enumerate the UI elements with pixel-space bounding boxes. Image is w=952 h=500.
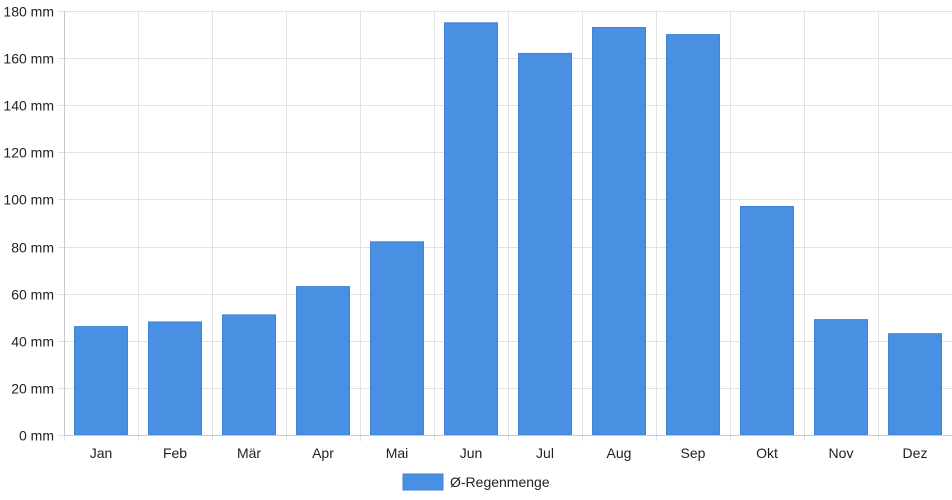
x-tick-label: Apr [312, 445, 334, 461]
bar-jan[interactable] [74, 326, 128, 436]
bar-dez[interactable] [888, 333, 942, 436]
axes [64, 11, 952, 436]
bar-feb[interactable] [148, 321, 202, 436]
bar-nov[interactable] [814, 319, 868, 436]
y-tick-label: 100 mm [3, 192, 54, 208]
legend-label: Ø-Regenmenge [450, 474, 550, 490]
y-tick-label: 140 mm [3, 98, 54, 114]
x-tick-labels: Jan Feb Mär Apr Mai Jun Jul Aug Sep Okt Nov Dez [90, 445, 928, 461]
x-tick-label: Mai [386, 445, 409, 461]
legend[interactable]: Ø-Regenmenge [402, 473, 550, 491]
bar-mär[interactable] [222, 314, 276, 436]
x-tick-label: Mär [237, 445, 261, 461]
bar-apr[interactable] [296, 286, 350, 436]
legend-swatch [402, 473, 444, 491]
x-tick-label: Okt [756, 445, 778, 461]
y-tick-label: 20 mm [11, 381, 54, 397]
x-tick-label: Feb [163, 445, 187, 461]
x-tick-label: Dez [903, 445, 928, 461]
y-tick-labels: 0 mm 20 mm 40 mm 60 mm 80 mm 100 mm 120 mm 140 … [3, 4, 54, 444]
bar-sep[interactable] [666, 34, 720, 436]
bar-jul[interactable] [518, 52, 572, 436]
y-tick-label: 60 mm [11, 287, 54, 303]
x-tick-label: Aug [607, 445, 632, 461]
x-tick-label: Jul [536, 445, 554, 461]
bar-mai[interactable] [370, 241, 424, 436]
bar-jun[interactable] [444, 22, 498, 436]
bar-okt[interactable] [740, 206, 794, 436]
y-tick-label: 80 mm [11, 240, 54, 256]
y-tick-label: 180 mm [3, 4, 54, 20]
bars [74, 22, 942, 436]
bar-aug[interactable] [592, 27, 646, 436]
y-tick-label: 0 mm [19, 428, 54, 444]
y-tick-label: 40 mm [11, 334, 54, 350]
x-tick-label: Jun [460, 445, 483, 461]
x-tick-label: Sep [681, 445, 706, 461]
y-tick-label: 160 mm [3, 51, 54, 67]
x-tick-label: Nov [829, 445, 854, 461]
x-tick-label: Jan [90, 445, 113, 461]
y-tick-label: 120 mm [3, 145, 54, 161]
